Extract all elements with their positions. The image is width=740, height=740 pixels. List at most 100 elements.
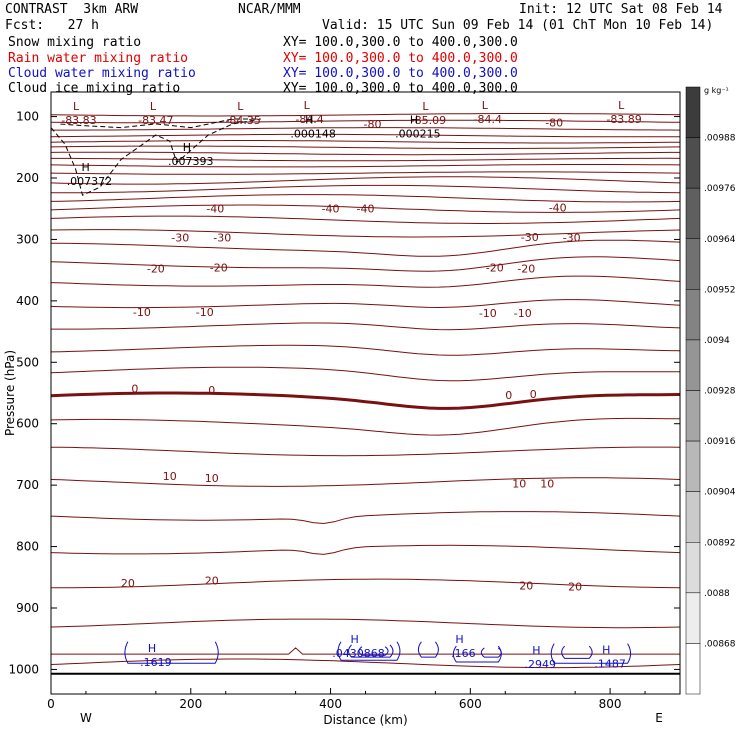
colorbar-label: .00916 bbox=[704, 437, 736, 447]
isotherm-label: -40 bbox=[322, 203, 340, 216]
low-center-marker: L bbox=[422, 100, 429, 113]
field-snow-name: Snow mixing ratio bbox=[8, 35, 142, 50]
isotherm-label: -30 bbox=[521, 231, 539, 244]
temperature-contours bbox=[50, 113, 681, 675]
colorbar-label: .00952 bbox=[704, 285, 736, 295]
high-center-value: .1487 bbox=[594, 657, 626, 670]
high-center-value: .166 bbox=[451, 647, 476, 660]
isotherm-line bbox=[50, 145, 681, 149]
isotherm-label: 10 bbox=[512, 477, 526, 490]
colorbar-label: .00928 bbox=[704, 387, 736, 397]
isotherm-label: 0 bbox=[530, 388, 537, 401]
low-center-value: -83.89 bbox=[606, 113, 641, 126]
isotherm-line bbox=[50, 133, 680, 138]
y-tick-label: 300 bbox=[16, 232, 39, 246]
chart-axes: 0 200 400 600 800100200300400500600700800900… bbox=[3, 91, 681, 727]
isotherm-label: -10 bbox=[479, 307, 497, 320]
isotherm-label: -20 bbox=[210, 262, 228, 275]
colorbar-label: .00988 bbox=[704, 134, 736, 144]
colorbar-swatch bbox=[685, 440, 701, 492]
cloud-ice-contours bbox=[50, 118, 261, 196]
isotherm-line bbox=[50, 658, 681, 669]
isotherm-label: -10 bbox=[133, 306, 151, 319]
low-center-value: -83.83 bbox=[61, 114, 96, 127]
cloud-water-contour bbox=[417, 641, 439, 658]
isotherm-line bbox=[50, 366, 681, 382]
isotherm-label: 20 bbox=[121, 577, 135, 590]
low-center-value: -84.35 bbox=[225, 114, 260, 127]
isotherm-line bbox=[50, 204, 681, 213]
cloud-water-contour bbox=[124, 641, 219, 664]
high-center-marker: H bbox=[455, 633, 463, 646]
header-right-1: Init: 12 UTC Sat 08 Feb 14 bbox=[519, 2, 723, 17]
x-axis-label: Distance (km) bbox=[323, 713, 407, 727]
x-end-east: E bbox=[655, 711, 663, 725]
isotherm-line bbox=[50, 275, 681, 288]
header-left-2: Fcst: 27 h bbox=[5, 18, 99, 33]
x-end-west: W bbox=[80, 711, 92, 725]
high-center-value: .000148 bbox=[290, 127, 336, 140]
high-center-marker: H bbox=[532, 644, 540, 657]
isotherm-line bbox=[50, 299, 681, 309]
colorbar-swatch bbox=[685, 238, 701, 290]
high-center-marker: H bbox=[305, 113, 313, 126]
low-center-marker: L bbox=[482, 99, 489, 112]
isotherm-line bbox=[50, 391, 681, 410]
isotherm-label: -20 bbox=[486, 262, 504, 275]
isotherm-label: 0 bbox=[208, 384, 215, 397]
header-center-1: NCAR/MMM bbox=[238, 2, 301, 17]
y-tick-label: 500 bbox=[16, 355, 39, 369]
isotherm-label: 10 bbox=[205, 472, 219, 485]
isotherm-label: -40 bbox=[357, 203, 375, 216]
y-tick-label: 200 bbox=[16, 171, 39, 185]
cloud-water-contour bbox=[358, 646, 389, 656]
isotherm-label: 20 bbox=[568, 581, 582, 594]
x-tick-label: 0 bbox=[47, 697, 55, 711]
low-center-marker: L bbox=[150, 100, 157, 113]
isotherm-line bbox=[50, 239, 681, 257]
high-center-marker: H bbox=[602, 643, 610, 656]
low-center-marker: L bbox=[618, 99, 625, 112]
isotherm-label: -30 bbox=[563, 232, 581, 245]
isotherm-line bbox=[50, 446, 681, 457]
colorbar-swatch bbox=[685, 137, 701, 189]
colorbar-swatch bbox=[685, 491, 701, 543]
isotherm-label: 20 bbox=[519, 579, 533, 592]
colorbar-label: .00964 bbox=[704, 235, 736, 245]
header-left-1: CONTRAST 3km ARW bbox=[5, 2, 139, 17]
high-center-value: .2949 bbox=[524, 658, 556, 671]
isotherm-line bbox=[50, 164, 681, 168]
cloud-water-contour bbox=[550, 643, 632, 664]
field-rain-name: Rain water mixing ratio bbox=[8, 51, 189, 66]
high-center-value: .000215 bbox=[395, 127, 441, 140]
y-tick-label: 900 bbox=[16, 601, 39, 615]
isotherm-line bbox=[50, 417, 681, 436]
isotherm-line bbox=[50, 140, 681, 144]
high-center-marker: H bbox=[81, 161, 89, 174]
colorbar-label: .00892 bbox=[704, 538, 736, 548]
isotherm-label: 20 bbox=[205, 574, 219, 587]
field-rain-xy: XY= 100.0,300.0 to 400.0,300.0 bbox=[283, 51, 518, 66]
isotherm-label: -30 bbox=[213, 232, 231, 245]
isotherm-label: 10 bbox=[163, 470, 177, 483]
isotherm-label: -40 bbox=[206, 203, 224, 216]
isotherm-line bbox=[50, 215, 681, 224]
colorbar: .00988 .00976 .00964 .00952 .0094 .00928 .0091… bbox=[685, 86, 736, 695]
colorbar-label: .00976 bbox=[704, 184, 736, 194]
cloud-water-contour bbox=[337, 641, 401, 661]
colorbar-label: .00904 bbox=[704, 488, 736, 498]
isotherm-line bbox=[51, 184, 681, 194]
field-cloudwater-xy: XY= 100.0,300.0 to 400.0,300.0 bbox=[283, 66, 518, 81]
y-axis-label: Pressure (hPa) bbox=[3, 350, 17, 436]
low-center-value: -83.47 bbox=[138, 114, 173, 127]
isotherm-label: -30 bbox=[171, 232, 189, 245]
isotherm-label: 0 bbox=[505, 389, 512, 402]
high-center-value: .007372 bbox=[67, 175, 113, 188]
chart-marks: -80 -80-40 -40 -40 -40-30 -30 -30 -30-20 -20 -20-… bbox=[61, 99, 642, 671]
isotherm-label: 0 bbox=[131, 383, 138, 396]
terrain-line bbox=[51, 647, 680, 655]
header-right-2: Valid: 15 UTC Sun 09 Feb 14 (01 ChT Mon … bbox=[322, 18, 714, 33]
y-tick-label: 100 bbox=[16, 110, 39, 124]
y-tick-label: 600 bbox=[16, 417, 39, 431]
